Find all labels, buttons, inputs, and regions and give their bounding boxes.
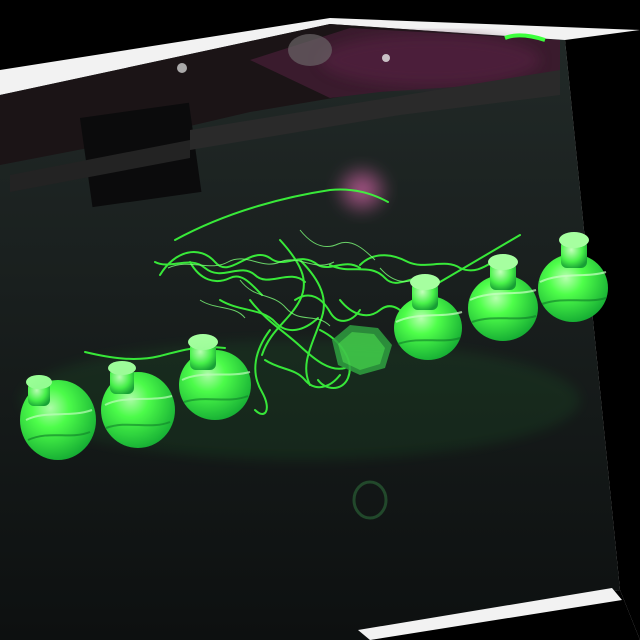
bottom-border-strip: [358, 588, 622, 640]
green-bottle-5: [468, 254, 538, 341]
green-bottle-4: [394, 274, 463, 360]
ghost-print: [352, 480, 388, 520]
magenta-reflection: [332, 162, 392, 218]
bottom-margin: [0, 590, 640, 640]
right-margin: [565, 30, 640, 640]
green-glow: [20, 340, 580, 460]
green-bottle-6: [538, 232, 608, 322]
printer-machine: [0, 24, 560, 208]
